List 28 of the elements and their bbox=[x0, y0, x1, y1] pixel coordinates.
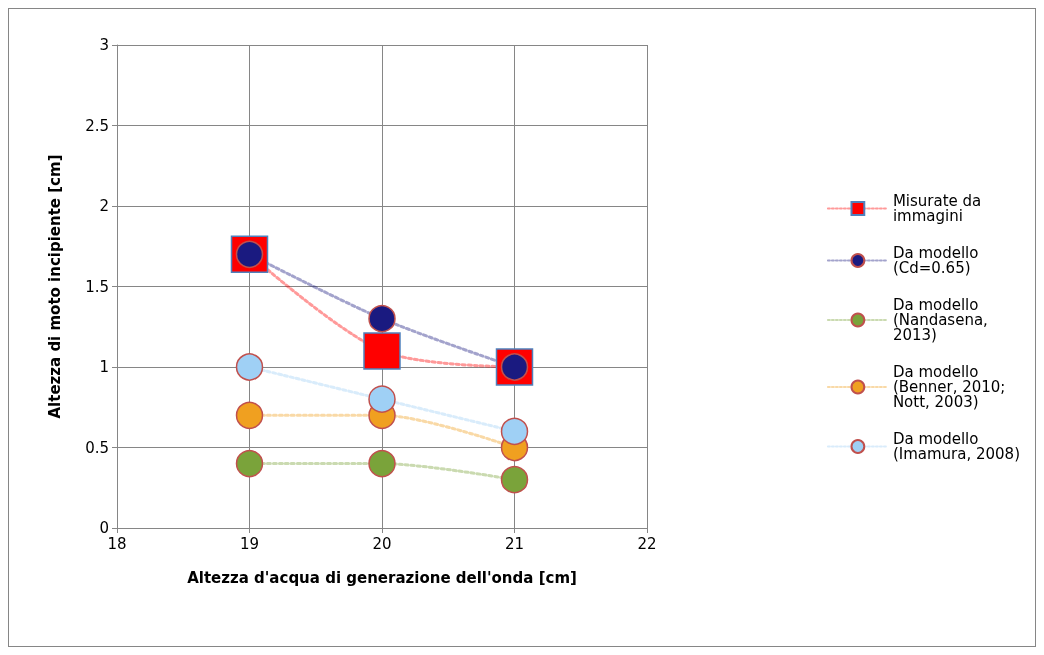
legend-label: Da modello (Nandasena, 2013) bbox=[892, 296, 993, 344]
y-tick-label: 3 bbox=[99, 36, 109, 54]
y-tick-label: 2.5 bbox=[85, 116, 109, 135]
y-tick-label: 1.5 bbox=[85, 277, 109, 296]
point bbox=[500, 417, 529, 446]
x-tick-label: 21 bbox=[504, 534, 525, 553]
legend-label: Da modello (Cd=0.65) bbox=[892, 244, 984, 277]
point bbox=[368, 385, 396, 413]
legend-label: Da modello (Benner, 2010; Nott, 2003) bbox=[892, 363, 1011, 411]
y-tick-label: 0 bbox=[99, 519, 109, 537]
point bbox=[235, 449, 264, 478]
y-tick-label: 2 bbox=[99, 197, 109, 215]
y-tick-label: 0.5 bbox=[85, 438, 109, 457]
point bbox=[235, 401, 264, 430]
x-tick-label: 22 bbox=[637, 534, 657, 553]
x-axis-title: Altezza d'acqua di generazione dell'onda [cm] bbox=[187, 568, 577, 587]
point bbox=[363, 332, 401, 370]
x-tick-label: 19 bbox=[239, 534, 260, 553]
point bbox=[368, 304, 396, 333]
y-tick-label: 1 bbox=[99, 358, 109, 376]
x-tick-label: 20 bbox=[372, 534, 392, 553]
x-tick-label: 18 bbox=[107, 534, 127, 553]
point bbox=[368, 449, 396, 478]
legend-label: Da modello (Imamura, 2008) bbox=[892, 430, 1021, 463]
legend-label: Misurate da immagini bbox=[892, 192, 987, 225]
y-axis-title: Altezza di moto incipiente [cm] bbox=[45, 154, 64, 419]
point bbox=[235, 353, 264, 381]
point bbox=[500, 465, 529, 494]
